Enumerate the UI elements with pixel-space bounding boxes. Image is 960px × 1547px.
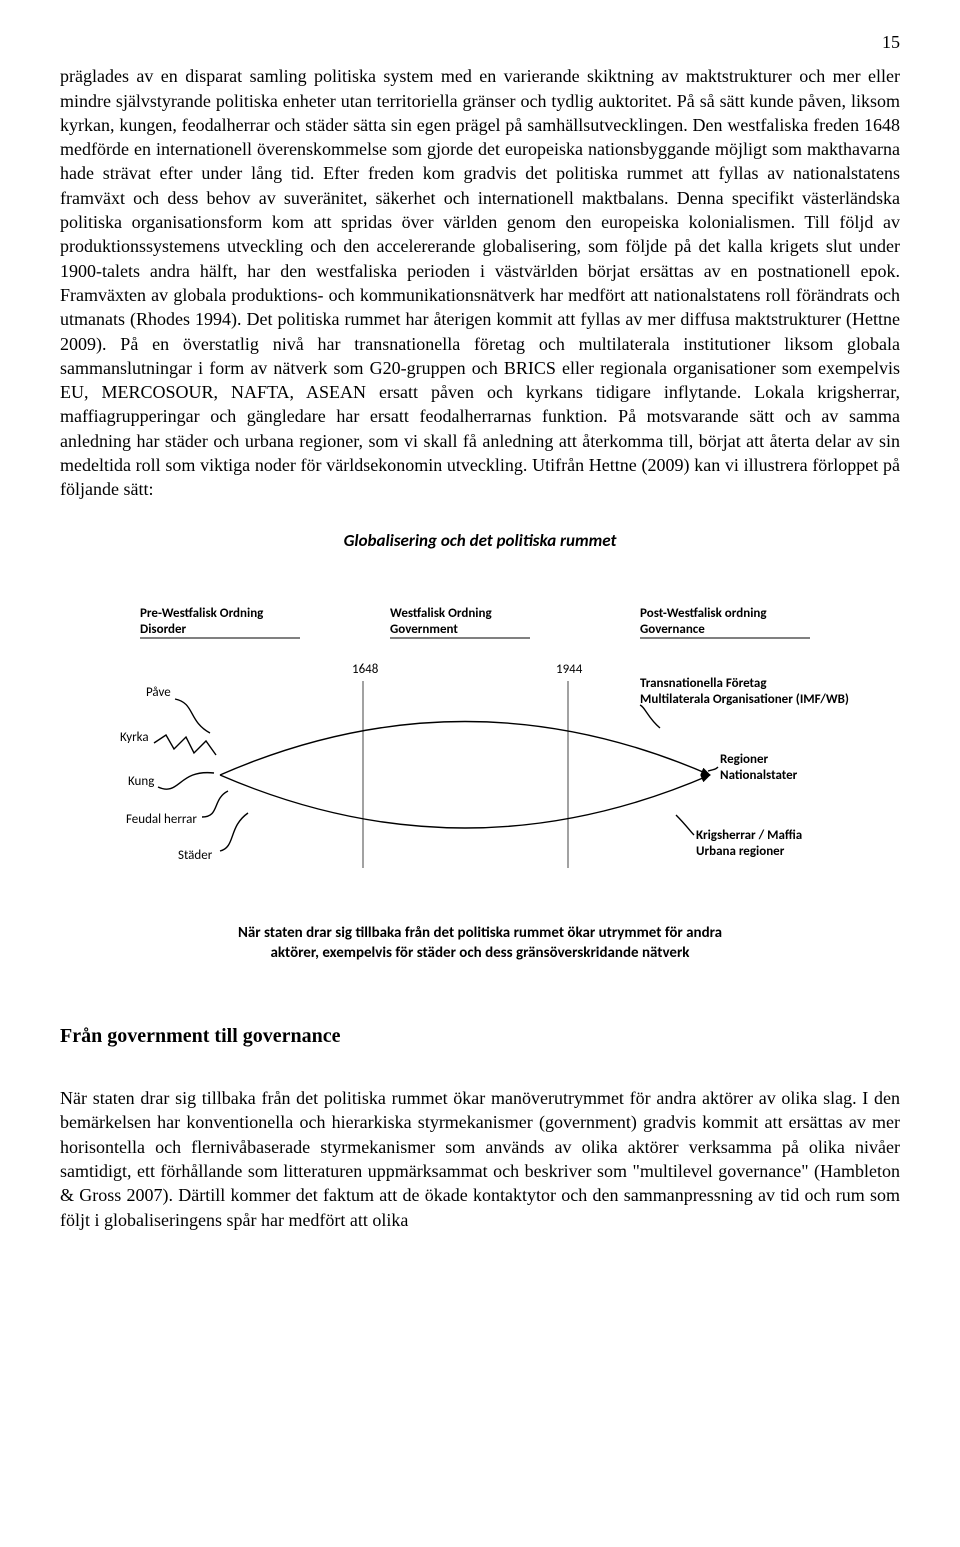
paragraph-2: När staten drar sig tillbaka från det po… bbox=[60, 1086, 900, 1232]
actor-left-4: Städer bbox=[178, 848, 213, 863]
col-right-line1: Post-Westfalisk ordning bbox=[640, 606, 767, 621]
paragraph-1: präglades av en disparat samling politis… bbox=[60, 64, 900, 501]
actor-right-4: Krigsherrar / Maffia bbox=[696, 828, 802, 843]
col-mid-line2: Government bbox=[390, 622, 458, 637]
col-mid-line1: Westfalisk Ordning bbox=[390, 606, 492, 621]
col-left-line2: Disorder bbox=[140, 622, 187, 637]
lens-upper-arc bbox=[220, 721, 710, 775]
diagram-caption: När staten drar sig tillbaka från det po… bbox=[220, 923, 740, 964]
actor-right-3: Nationalstater bbox=[720, 768, 798, 783]
year-right: 1944 bbox=[556, 662, 583, 677]
diagram-title: Globalisering och det politiska rummet bbox=[60, 530, 900, 553]
actor-left-1: Kyrka bbox=[120, 730, 149, 745]
right-conn-1 bbox=[708, 767, 718, 771]
right-conn-2 bbox=[676, 815, 694, 835]
diagram-container: Pre-Westfalisk Ordning Disorder Westfali… bbox=[60, 603, 900, 913]
actor-left-0: Påve bbox=[146, 685, 171, 700]
diagram-svg: Pre-Westfalisk Ordning Disorder Westfali… bbox=[100, 603, 860, 913]
col-left-line1: Pre-Westfalisk Ordning bbox=[140, 606, 264, 621]
year-left: 1648 bbox=[352, 662, 379, 677]
actor-right-0: Transnationella Företag bbox=[640, 676, 767, 691]
left-conn-4 bbox=[220, 813, 248, 851]
actor-right-2: Regioner bbox=[720, 752, 769, 767]
actor-right-1: Multilaterala Organisationer (IMF/WB) bbox=[640, 692, 849, 707]
actor-left-2: Kung bbox=[128, 774, 154, 789]
col-right-line2: Governance bbox=[640, 622, 705, 637]
left-conn-2 bbox=[158, 772, 214, 789]
section-heading: Från government till governance bbox=[60, 1023, 900, 1050]
right-conn-0 bbox=[640, 705, 660, 728]
left-conn-1 bbox=[154, 735, 216, 755]
actor-right-5: Urbana regioner bbox=[696, 844, 785, 859]
lens-lower-arc bbox=[220, 775, 710, 828]
actor-left-3: Feudal herrar bbox=[126, 812, 197, 827]
left-conn-3 bbox=[202, 791, 228, 817]
page-number: 15 bbox=[60, 30, 900, 54]
left-conn-0 bbox=[175, 699, 210, 733]
